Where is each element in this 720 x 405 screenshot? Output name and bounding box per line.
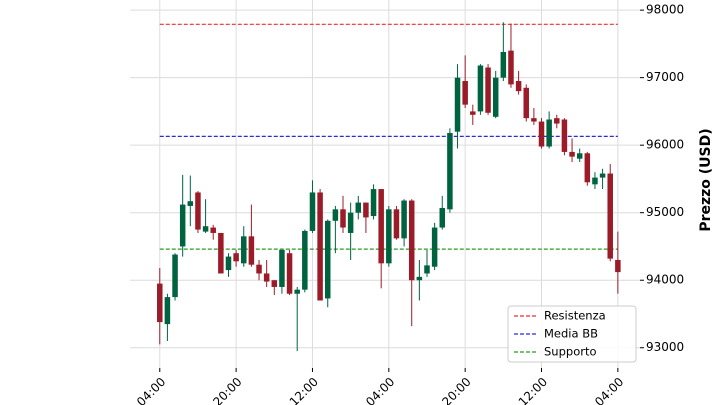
legend-label: Resistenza	[544, 309, 606, 323]
candle-body	[508, 50, 514, 85]
candle-body	[317, 192, 323, 301]
y-tick-label: 93000	[646, 340, 684, 354]
candle-body	[454, 77, 461, 132]
candle-body	[187, 201, 194, 206]
candle-body	[592, 177, 598, 185]
candle-body	[477, 65, 484, 112]
candle-body	[164, 297, 171, 325]
candle-body	[439, 207, 446, 228]
candle-body	[263, 273, 270, 282]
candle-body	[607, 173, 613, 259]
x-tick-label: 04:00	[592, 375, 626, 405]
candle-body	[363, 202, 369, 218]
x-tick-label: 12:00	[516, 375, 550, 405]
candle-body	[416, 276, 423, 281]
x-tick-label: 12:00	[287, 375, 321, 405]
candle-body	[554, 118, 560, 124]
x-tick-label: 20:00	[210, 375, 244, 405]
candle-body	[225, 256, 232, 271]
candle-body	[386, 209, 392, 264]
legend-box	[507, 305, 637, 363]
y-tick-label: 95000	[646, 205, 684, 219]
candle-body	[393, 209, 400, 239]
candle-body	[584, 153, 591, 183]
candle-body	[538, 121, 545, 147]
candle-body	[599, 173, 606, 178]
candle-body	[370, 189, 377, 217]
candle-body	[500, 51, 507, 78]
x-tick-label: 20:00	[439, 375, 473, 405]
candle-body	[324, 220, 331, 299]
candle-body	[256, 264, 262, 274]
candle-body	[531, 118, 537, 122]
candle-body	[347, 212, 354, 233]
candle-body	[157, 283, 163, 323]
candle-body	[569, 151, 575, 157]
candle-body	[195, 192, 201, 230]
candle-body	[340, 209, 346, 228]
candle-body	[355, 202, 362, 213]
legend-label: Supporto	[544, 345, 597, 359]
candle-body	[424, 265, 430, 274]
candle-body	[576, 153, 583, 159]
candle-body	[179, 204, 186, 247]
candle-body	[218, 232, 224, 274]
candle-body	[332, 209, 339, 221]
candle-body	[378, 189, 384, 264]
candle-body	[271, 280, 278, 287]
y-axis-label: Prezzo (USD)	[698, 128, 714, 231]
candle-body	[492, 77, 499, 117]
candle-body	[202, 226, 209, 232]
candle-body	[279, 249, 285, 287]
candle-body	[431, 227, 438, 267]
candle-body	[561, 119, 568, 152]
candle-body	[233, 253, 239, 262]
candle-body	[302, 230, 308, 290]
candle-body	[294, 289, 300, 294]
candle-body	[401, 200, 407, 239]
candle-body	[615, 259, 621, 273]
candle-body	[447, 133, 453, 210]
candle-body	[515, 81, 522, 92]
candle-body	[309, 192, 316, 231]
candle-body	[408, 200, 415, 281]
candle-body	[470, 111, 476, 115]
y-tick-label: 97000	[646, 70, 684, 84]
candle-body	[485, 67, 491, 113]
candle-body	[546, 119, 552, 147]
x-tick-label: 04:00	[134, 375, 168, 405]
x-tick-label: 04:00	[363, 375, 397, 405]
candle-body	[523, 87, 529, 119]
candle-body	[248, 236, 255, 265]
candle-body	[172, 254, 178, 298]
y-tick-label: 94000	[646, 273, 684, 287]
y-tick-label: 96000	[646, 138, 684, 152]
candle-body	[210, 227, 216, 233]
legend-label: Media BB	[544, 327, 598, 341]
candle-body	[286, 253, 293, 294]
candle-body	[462, 81, 468, 105]
candle-body	[241, 236, 247, 264]
y-tick-label: 98000	[646, 3, 684, 17]
